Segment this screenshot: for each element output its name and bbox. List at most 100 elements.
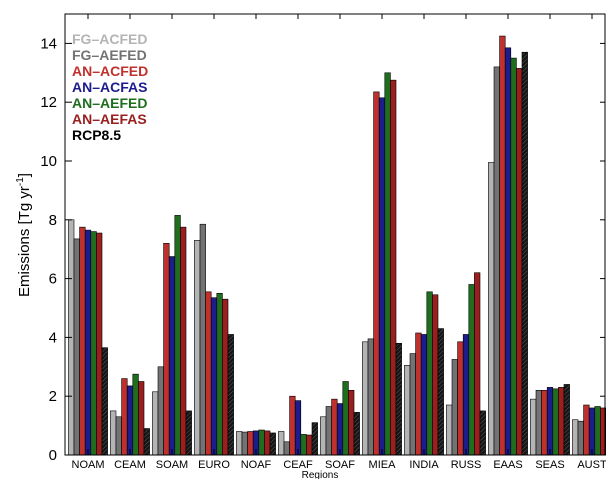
x-category-label: CEAF	[283, 459, 313, 471]
bar-india-series-6	[432, 294, 439, 456]
bar-seas-series-6	[558, 387, 565, 456]
bar-miea-series-2	[367, 338, 374, 456]
bar-soam-series-2	[157, 366, 164, 456]
bar-aust-series-3	[583, 404, 590, 456]
bar-russ-series-3	[457, 341, 464, 456]
bar-soam-series-5	[174, 215, 181, 456]
bar-ceaf-series-3	[289, 395, 296, 456]
bar-russ-series-7	[479, 410, 486, 456]
bar-eaas-series-3	[499, 35, 506, 456]
bar-ceaf-series-1	[278, 431, 285, 456]
y-tick-label: 14	[40, 35, 57, 52]
bar-ceam-series-5	[132, 373, 139, 456]
bar-noaf-series-1	[236, 431, 243, 456]
bar-aust-series-5	[594, 406, 601, 456]
bar-miea-series-7	[395, 342, 402, 456]
bar-noaf-series-6	[264, 430, 271, 456]
x-category-label: RUSS	[451, 459, 482, 471]
bar-noaf-series-2	[241, 431, 248, 456]
legend-entry: AN–AEFED	[72, 95, 147, 111]
y-tick-label: 2	[49, 388, 57, 405]
bar-seas-series-5	[552, 388, 559, 456]
y-tick-label: 4	[49, 329, 57, 346]
x-category-label: SEAS	[535, 459, 564, 471]
bar-soam-series-1	[152, 391, 159, 456]
bar-noam-series-5	[90, 231, 97, 456]
bar-ceaf-series-2	[283, 441, 290, 456]
legend-entry: FG–AEFED	[72, 47, 147, 63]
y-tick-label: 8	[49, 212, 57, 229]
bar-noam-series-2	[73, 238, 80, 456]
x-category-label: AUST	[577, 459, 606, 471]
bar-soaf-series-7	[353, 412, 360, 456]
bar-soam-series-7	[185, 410, 192, 456]
x-category-label: NOAF	[241, 459, 272, 471]
bar-noaf-series-7	[269, 432, 276, 456]
bar-russ-series-6	[474, 272, 481, 456]
x-category-label: CEAM	[114, 459, 146, 471]
bar-ceaf-series-5	[300, 434, 307, 456]
x-category-label: SOAM	[156, 459, 188, 471]
bar-miea-series-6	[390, 79, 397, 456]
bar-eaas-series-5	[510, 57, 517, 456]
bar-eaas-series-7	[521, 51, 528, 456]
y-axis: 0 2 4 6 8 10 12 14	[40, 35, 605, 464]
bar-ceam-series-1	[110, 410, 117, 456]
bar-ceam-series-7	[143, 428, 150, 456]
bar-ceaf-series-7	[311, 422, 318, 456]
bar-ceaf-series-4	[294, 400, 302, 456]
bar-russ-series-5	[468, 284, 475, 456]
bar-miea-series-1	[362, 341, 369, 456]
y-axis-title-exponent: -1	[15, 177, 26, 186]
y-tick-label: 6	[49, 271, 57, 288]
bar-india-series-4	[420, 334, 428, 456]
legend-entry: AN–ACFED	[72, 63, 148, 79]
bar-noaf-series-5	[258, 429, 265, 456]
x-category-label: SOAF	[325, 459, 355, 471]
bar-india-series-1	[404, 365, 411, 456]
bar-india-series-2	[409, 353, 416, 456]
bar-seas-series-4	[546, 387, 554, 456]
bar-euro-series-7	[227, 334, 234, 456]
x-category-label: INDIA	[409, 459, 439, 471]
bar-euro-series-6	[222, 298, 229, 456]
legend-entry: FG–ACFED	[72, 31, 147, 47]
y-axis-title-main: Emissions [Tg yr	[16, 186, 33, 297]
bar-noaf-series-3	[247, 431, 254, 456]
legend: FG–ACFEDFG–AEFEDAN–ACFEDAN–ACFASAN–AEFED…	[72, 31, 148, 143]
bar-ceam-series-6	[138, 381, 145, 456]
bar-soaf-series-6	[348, 390, 355, 456]
bar-seas-series-2	[535, 390, 542, 456]
bar-aust-series-2	[577, 420, 584, 456]
bar-soaf-series-4	[336, 403, 344, 456]
legend-entry: RCP8.5	[72, 127, 121, 143]
bars-layer	[68, 35, 606, 456]
y-tick-label: 0	[49, 447, 57, 464]
bar-soaf-series-5	[342, 381, 349, 456]
bar-euro-series-5	[216, 292, 223, 456]
bar-noam-series-3	[79, 226, 86, 456]
y-axis-title: Emissions [Tg yr-1]	[15, 173, 33, 297]
y-tick-label: 10	[40, 153, 57, 170]
bar-ceam-series-4	[126, 385, 134, 456]
y-axis-title-close: ]	[16, 173, 33, 177]
bar-india-series-5	[426, 291, 433, 456]
x-category-label: MIEA	[369, 459, 397, 471]
bar-euro-series-3	[205, 291, 212, 456]
bar-miea-series-5	[384, 72, 391, 456]
bar-soam-series-3	[163, 243, 170, 456]
bar-soam-series-4	[168, 256, 176, 456]
bar-eaas-series-6	[516, 68, 523, 456]
bar-eaas-series-2	[493, 66, 500, 456]
legend-entry: AN–ACFAS	[72, 79, 147, 95]
bar-seas-series-1	[530, 398, 537, 456]
bar-noam-series-6	[96, 232, 103, 456]
bar-noam-series-4	[84, 229, 92, 456]
bar-euro-series-2	[199, 223, 206, 456]
bar-miea-series-4	[378, 97, 386, 456]
x-category-label: EAAS	[493, 459, 522, 471]
bar-soam-series-6	[180, 226, 187, 456]
bar-aust-series-1	[572, 419, 579, 456]
x-axis: NOAM CEAM SOAM EURO NOAF CEAF SOAF MIEA INDIA RUS…	[72, 14, 606, 471]
